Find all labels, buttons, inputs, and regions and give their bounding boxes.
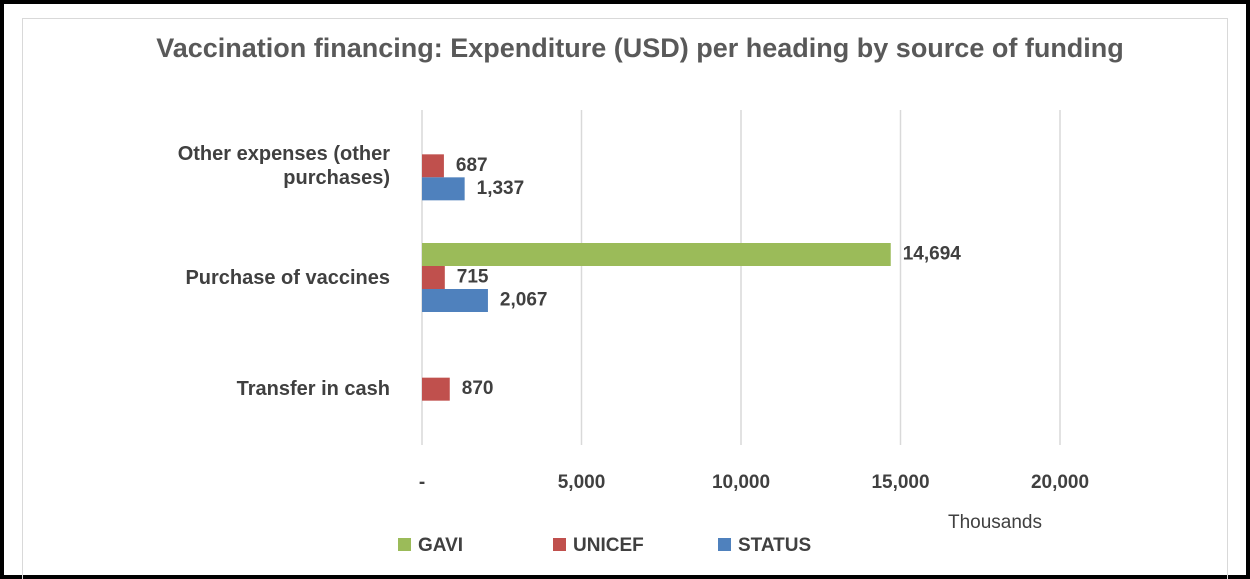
legend-label: UNICEF [573,535,644,556]
legend-swatch [718,538,731,551]
bar [422,243,891,266]
data-label: 715 [457,267,489,288]
bar [422,266,445,289]
x-tick-label: 15,000 [871,472,929,493]
legend-swatch [398,538,411,551]
bar [422,177,465,201]
category-label: Purchase of vaccines [185,266,390,289]
data-label: 1,337 [477,178,525,199]
legend-label: STATUS [738,535,811,556]
data-label: 870 [462,378,494,399]
data-label: 14,694 [903,244,962,265]
bar [422,377,450,401]
legend-swatch [553,538,566,551]
category-label: Transfer in cash [236,378,390,401]
chart-title: Vaccination financing: Expenditure (USD)… [156,33,1124,63]
bar [422,289,488,312]
chart-area [22,18,1228,579]
x-unit-label: Thousands [948,512,1042,533]
x-tick-label: 10,000 [712,472,770,493]
category-label: Other expenses (other purchases) [177,142,390,189]
data-label: 2,067 [500,290,548,311]
x-tick-label: 5,000 [558,472,606,493]
x-tick-label: - [419,472,425,493]
x-tick-label: 20,000 [1031,472,1089,493]
data-label: 687 [456,155,488,176]
bar [422,154,444,178]
legend-label: GAVI [418,535,463,556]
